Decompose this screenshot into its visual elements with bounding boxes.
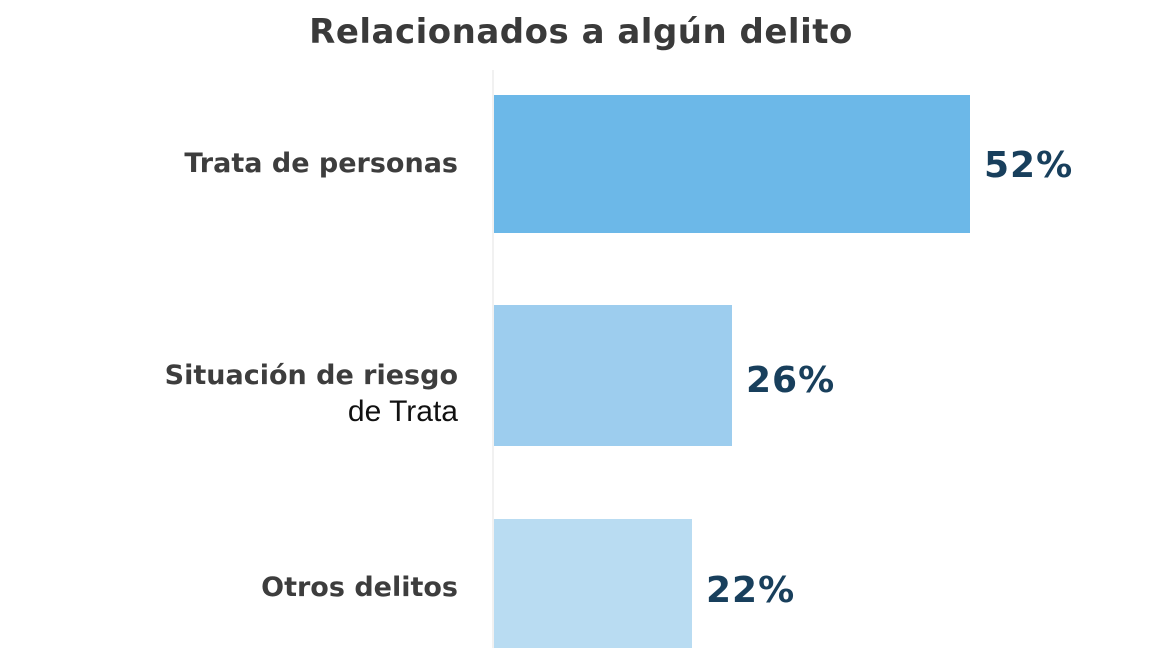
category-label-situacion-de-riesgo: Situación de riesgo de Trata	[165, 358, 458, 430]
category-label-line1: Trata de personas	[184, 148, 458, 179]
bar-trata-de-personas	[494, 95, 970, 233]
category-label-line1: Situación de riesgo	[164, 360, 458, 391]
bar-situacion-de-riesgo	[494, 305, 732, 446]
value-label-otros-delitos: 22%	[706, 570, 796, 611]
category-label-line2: de Trata	[347, 395, 458, 428]
category-label-line1: Otros delitos	[261, 572, 458, 603]
category-label-otros-delitos: Otros delitos	[261, 570, 458, 606]
value-label-situacion-de-riesgo: 26%	[746, 360, 836, 401]
bar-otros-delitos	[494, 519, 692, 648]
chart-title: Relacionados a algún delito	[309, 12, 853, 52]
value-label-trata-de-personas: 52%	[984, 145, 1074, 186]
category-axis-line	[492, 70, 494, 648]
category-label-trata-de-personas: Trata de personas	[184, 146, 458, 182]
